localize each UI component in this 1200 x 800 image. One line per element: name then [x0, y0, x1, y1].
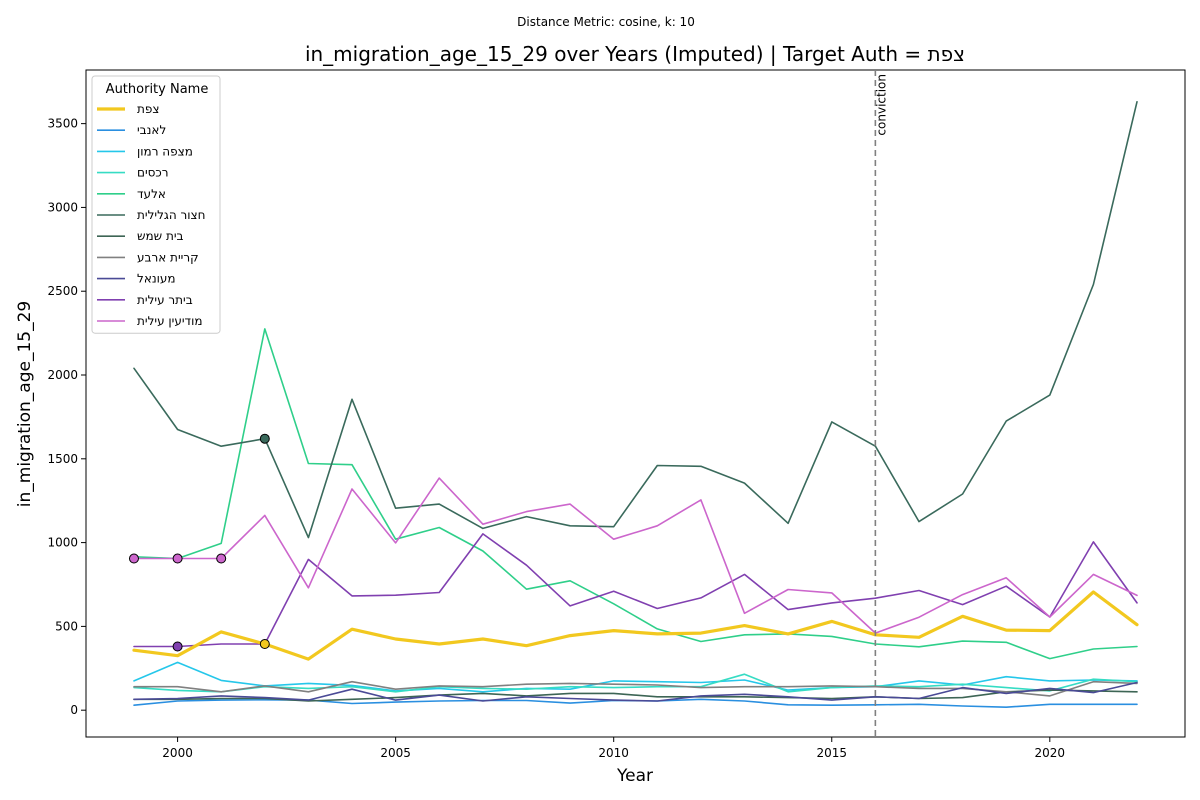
series-line-4	[133, 328, 1138, 660]
series-line-10	[133, 477, 1138, 634]
y-tick-label: 3000	[47, 200, 78, 214]
x-axis-label: Year	[616, 766, 653, 786]
legend-label: קריית ארבע	[137, 250, 199, 264]
series-line-6	[133, 689, 1138, 702]
legend-box	[91, 75, 221, 334]
legend-title: Authority Name	[106, 82, 209, 97]
imputed-marker-0	[128, 553, 139, 564]
y-axis: 0 500 1000 1500 2000 2500 3000 3500	[47, 117, 86, 717]
legend-label: רכסים	[137, 166, 169, 180]
y-tick-label: 1500	[47, 452, 78, 466]
x-tick-label: 2010	[598, 746, 629, 760]
chart-title: in_migration_age_15_29 over Years (Imput…	[305, 42, 965, 66]
series-line-8	[133, 681, 1138, 702]
x-tick-label: 2005	[380, 746, 411, 760]
chart-suptitle: Distance Metric: cosine, k: 10	[517, 15, 695, 29]
series-line-2	[133, 661, 1138, 693]
legend-label: מודיעין עילית	[137, 314, 203, 328]
x-tick-label: 2020	[1035, 746, 1066, 760]
legend-label: מעונאל	[137, 272, 176, 286]
y-tick-label: 2000	[47, 368, 78, 382]
y-tick-label: 1000	[47, 536, 78, 550]
legend-label: ביתר עילית	[137, 293, 193, 307]
imputed-marker-1	[172, 553, 183, 564]
series-line-3	[133, 673, 1138, 693]
imputed-marker-5	[259, 638, 270, 649]
legend-label: לאנבי	[137, 123, 166, 137]
y-tick-label: 3500	[47, 117, 78, 131]
y-axis-label: in_migration_age_15_29	[15, 301, 35, 507]
imputed-marker-2	[216, 553, 227, 564]
series-line-5	[133, 101, 1138, 539]
series-line-9	[133, 533, 1138, 648]
legend-label: חצור הגלילית	[137, 208, 206, 222]
legend-label: מצפה רמון	[137, 144, 193, 158]
x-tick-label: 2000	[162, 746, 193, 760]
conviction-label: conviction	[874, 74, 888, 136]
legend-label: צפת	[137, 102, 160, 116]
y-tick-label: 500	[55, 619, 78, 633]
x-axis: 2000 2005 2010 2015 2020	[162, 737, 1065, 760]
y-tick-label: 0	[70, 703, 78, 717]
plot-area	[85, 69, 1186, 738]
imputed-marker-4	[259, 433, 270, 444]
imputed-marker-3	[172, 641, 183, 652]
legend-label: אלעד	[137, 187, 166, 201]
x-tick-label: 2015	[816, 746, 847, 760]
y-tick-label: 2500	[47, 284, 78, 298]
series-line-0	[132, 590, 1139, 661]
legend-label: בית שמש	[137, 229, 184, 243]
legend: Authority Name צפת לאנבי מצפה רמון רכסים אלעד…	[91, 75, 221, 334]
